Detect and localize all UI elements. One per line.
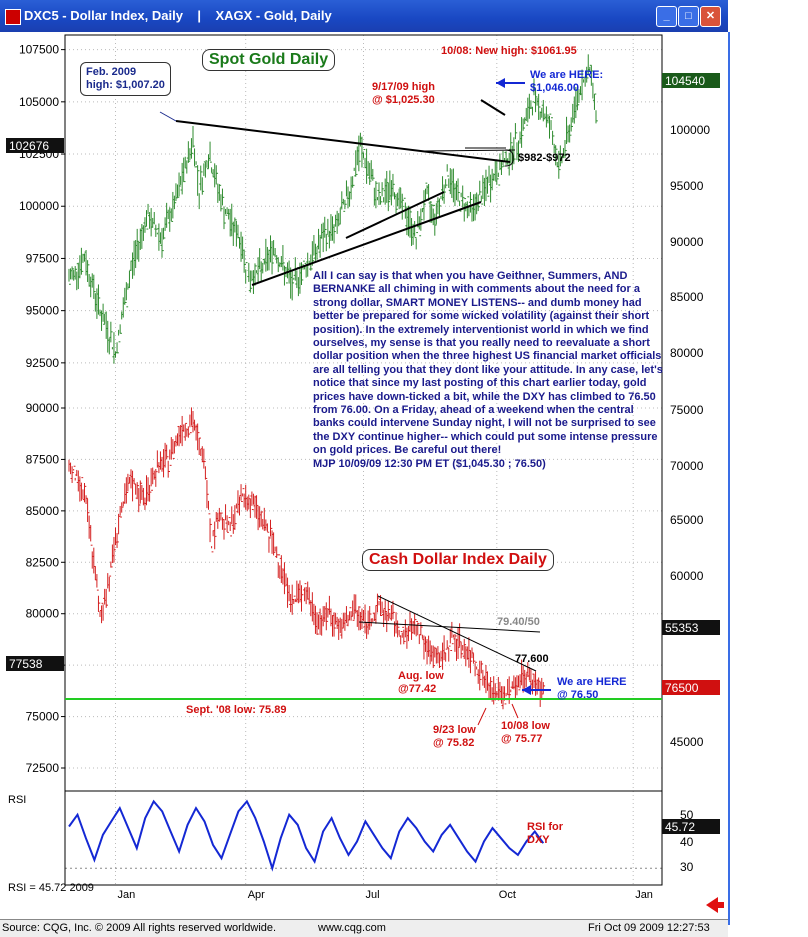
gold-left-tag-bg [6,138,64,153]
trend-line [377,595,537,672]
title-bar: DXC5 - Dollar Index, Daily | XAGX - Gold… [0,0,728,32]
scroll-arrow-icon [706,897,724,913]
gold-left-tag: 102676 [9,139,49,153]
gold-range-annotation: $982-$972 [518,152,571,164]
trend-lines [65,78,662,726]
dxy-left-tag-bg [6,656,64,671]
minimize-button[interactable]: _ [656,6,677,27]
rsi-line-path [68,799,545,872]
range-bracket [504,149,514,167]
dxy-left-tick-label: 85000 [26,504,60,518]
dxy-chart-title: Cash Dollar Index Daily [362,549,554,571]
rsi-series [68,799,545,872]
new-high-annotation: 10/08: New high: $1061.95 [441,45,577,57]
rsi-tick-label: 40 [680,835,694,849]
dxy-right-tag-bg [662,620,720,635]
gold-left-tick-label: 95000 [26,304,60,318]
gold-left-tick-label: 100000 [19,199,59,213]
dxy-left-tick-label: 90000 [26,401,60,415]
gold-left-tick-label: 97500 [26,251,60,265]
dxy-last-value-tag-bg [662,680,720,695]
gold-left-tick-label: 92500 [26,356,60,370]
gold-here-arrow-head [496,78,505,88]
gold-right-tick-label: 100000 [670,123,710,137]
trend-line [511,703,519,719]
rsi-last-value-tag-bg [662,819,720,834]
x-tick-label: Jul [366,889,380,901]
low-923-annotation: 9/23 low @ 75.82 [433,724,476,749]
dxy-77600-annotation: 77.600 [515,653,549,665]
grid-lines [65,35,662,885]
dxy-series [68,407,546,710]
trend-line [477,707,487,726]
dxy-last-value-tag: 76500 [665,681,699,695]
dxy-right-tick-label: 65000 [670,513,704,527]
dxy-left-tick-label: 87500 [26,452,60,466]
sep17-high-annotation: 9/17/09 high @ $1,025.30 [372,81,435,106]
trend-line [480,99,506,116]
dxy-right-tick-label: 45000 [670,735,704,749]
feb2009-annotation: Feb. 2009 high: $1,007.20 [80,62,171,96]
footer-url: www.cqg.com [318,922,386,934]
trend-line [159,111,177,122]
dxy-left-tick-label: 80000 [26,607,60,621]
commentary-signature: MJP 10/09/09 12:30 PM ET ($1,045.30 ; 76… [313,457,546,470]
maximize-button[interactable]: □ [678,6,699,27]
trend-line [358,621,541,633]
dxy-left-tag: 77538 [9,657,43,671]
rsi-tag: RSI [8,794,26,806]
window-title: DXC5 - Dollar Index, Daily | XAGX - Gold… [24,8,332,23]
close-button[interactable]: ✕ [700,6,721,27]
low-1008-annotation: 10/08 low @ 75.77 [501,720,550,745]
gold-right-tick-label: 90000 [670,235,704,249]
gold-last-value-tag: 104540 [665,74,705,88]
x-tick-label: Jan [635,889,653,901]
dxy-left-tick-label: 72500 [26,761,60,775]
dxy-left-tick-label: 82500 [26,555,60,569]
axes: Jan Apr Jul Oct Jan1075001050001025001000009… [6,34,724,913]
rsi-last-value-tag: 45.72 [665,820,695,834]
rsi-dxy-annotation: RSI for DXY [527,821,564,846]
gold-here-annotation: We are HERE: $1,046.00 [530,69,604,94]
gold-chart-title: Spot Gold Daily [202,49,336,71]
gold-last-value-tag-bg [662,73,720,88]
footer-source: Source: CQG, Inc. © 2009 All rights rese… [2,922,277,934]
status-footer: Source: CQG, Inc. © 2009 All rights rese… [0,919,728,937]
commentary-text: All I can say is that when you have Geit… [313,270,663,471]
gold-right-tick-label: 95000 [670,179,704,193]
aug-low-annotation: Aug. low @77.42 [398,670,444,695]
gold-series [68,54,598,364]
dxy-here-annotation: We are HERE @ 76.50 [557,676,627,701]
dxy-right-tick-label: 70000 [670,459,704,473]
plot-frame [5,32,730,925]
commentary-body: All I can say is that when you have Geit… [313,270,663,457]
rsi-tick-label: 30 [680,860,694,874]
trend-line [175,120,511,163]
dxy-right-tag: 55353 [665,621,699,635]
dxy-right-tick-label: 60000 [670,569,704,583]
sept08-low-annotation: Sept. '08 low: 75.89 [186,704,287,716]
trend-line [422,149,516,152]
gold-right-tick-label: 85000 [670,290,704,304]
rsi-readout: RSI = 45.72 2009 [8,882,94,894]
trend-line [345,191,445,239]
x-tick-label: Apr [248,889,265,901]
dxy-here-arrow-head [522,685,531,695]
x-tick-label: Jan [118,889,136,901]
gold-left-tick-label: 105000 [19,95,59,109]
footer-timestamp: Fri Oct 09 2009 12:27:53 [588,922,710,934]
gold-left-tick-label: 107500 [19,43,59,57]
app-icon [5,9,21,25]
dxy-right-tick-label: 75000 [670,403,704,417]
dxy-left-tick-label: 75000 [26,710,60,724]
x-tick-label: Oct [499,889,516,901]
gold-right-tick-label: 80000 [670,346,704,360]
dxy-7940-annotation: 79.40/50 [497,616,540,628]
trend-line [251,201,482,286]
rsi-tick-label: 50 [680,808,694,822]
